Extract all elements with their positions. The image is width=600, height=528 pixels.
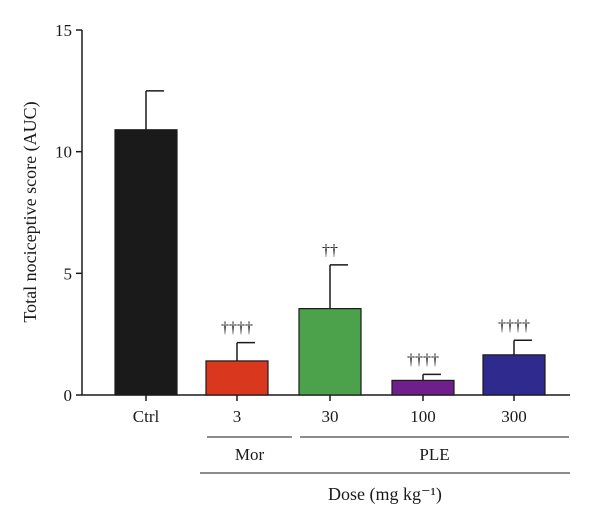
x-tick-label-4: 300 [501, 407, 527, 426]
significance-mark-1: †††† [221, 320, 253, 337]
significance-mark-2: †† [322, 242, 338, 259]
x-axis-label: Dose (mg kg⁻¹) [328, 484, 442, 505]
y-axis-label: Total nociceptive score (AUC) [20, 101, 41, 322]
x-tick-label-0: Ctrl [133, 407, 160, 426]
x-tick-label-1: 3 [233, 407, 242, 426]
bar-1 [205, 360, 269, 396]
y-tick-label-2: 10 [55, 143, 72, 162]
y-tick-label-3: 15 [55, 21, 72, 40]
significance-mark-3: †††† [407, 351, 439, 368]
y-tick-label-1: 5 [64, 264, 73, 283]
group-label-1: PLE [419, 445, 449, 464]
x-tick-label-3: 100 [410, 407, 436, 426]
y-tick-label-0: 0 [64, 386, 73, 405]
bar-0 [114, 129, 178, 396]
x-tick-label-2: 30 [322, 407, 339, 426]
bar-4 [482, 354, 546, 396]
bar-2 [298, 308, 362, 396]
group-label-0: Mor [235, 445, 265, 464]
bar-3 [391, 379, 455, 396]
significance-mark-4: †††† [498, 317, 530, 334]
